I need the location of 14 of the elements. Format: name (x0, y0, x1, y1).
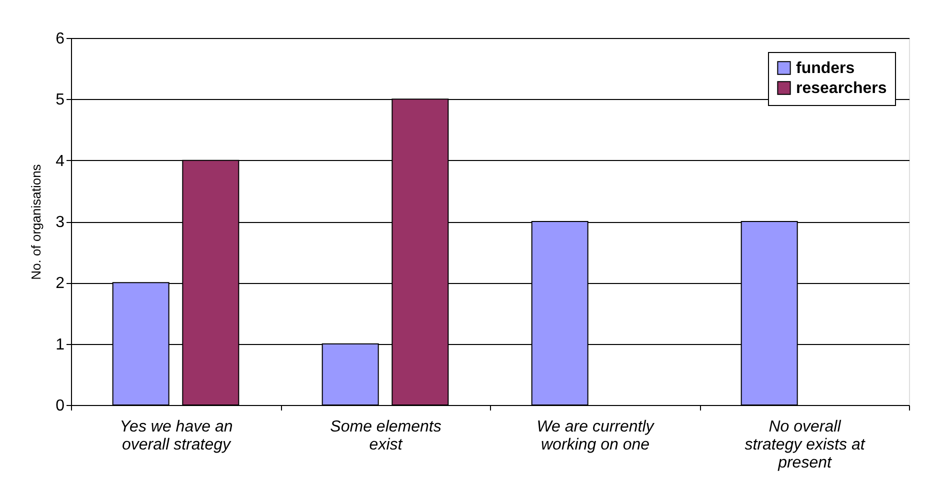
y-tick-label: 3 (56, 214, 65, 231)
x-tick-label: Yes we have an overall strategy (120, 418, 233, 454)
legend-label: researchers (796, 80, 887, 97)
legend-label: funders (796, 60, 855, 77)
y-tick-label: 4 (56, 152, 65, 170)
x-tick-label: Some elements exist (330, 418, 442, 454)
y-tick-label: 6 (56, 30, 65, 48)
y-tick-label: 1 (56, 336, 65, 354)
y-axis-title: No. of organisations (28, 164, 44, 280)
x-tick-label: No overall strategy exists at present (744, 418, 866, 472)
y-tick-label: 5 (56, 92, 65, 109)
y-tick-label: 0 (56, 398, 65, 414)
x-tick-label: We are currently working on one (536, 418, 655, 454)
y-tick-label: 2 (56, 275, 65, 292)
